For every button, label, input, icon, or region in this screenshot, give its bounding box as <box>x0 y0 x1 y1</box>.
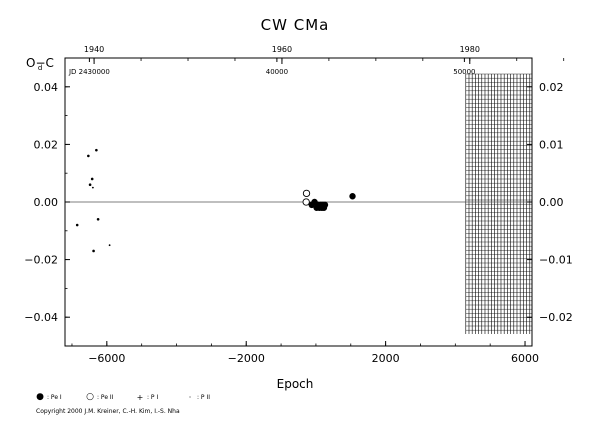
point-p1 <box>88 183 92 187</box>
future-hatched-region <box>465 73 532 334</box>
point-p2 <box>108 244 111 247</box>
x-axis-label: Epoch <box>276 377 314 391</box>
y-tick-label: 0.02 <box>34 138 59 151</box>
x-tick-label: 2000 <box>372 352 400 365</box>
filled-circle-icon: ● <box>36 392 44 402</box>
legend-item-pe1: ●: Pe I <box>36 392 62 402</box>
data-points <box>75 148 356 253</box>
legend-item-p2: ·: P II <box>185 392 235 402</box>
point-pe1 <box>349 193 356 200</box>
axis-ticks <box>65 57 565 347</box>
top-jd-label: 40000 <box>266 68 288 76</box>
point-pe2 <box>302 198 310 206</box>
point-pe2 <box>302 189 311 198</box>
point-p1 <box>95 148 98 152</box>
point-p1 <box>92 249 95 253</box>
point-p1 <box>87 154 90 158</box>
top-year-label: 1960 <box>272 45 292 54</box>
right-tick-label: −0.02 <box>539 311 573 324</box>
dot-icon: · <box>188 392 192 402</box>
point-pe1 <box>321 201 329 209</box>
x-tick-label: 6000 <box>511 352 539 365</box>
point-p1 <box>75 223 79 227</box>
top-jd-label: 50000 <box>453 68 475 76</box>
x-tick-label: −2000 <box>228 352 265 365</box>
open-circle-icon: ○ <box>86 392 94 402</box>
right-tick-label: 0.01 <box>539 138 564 151</box>
y-tick-label: 0.00 <box>34 196 59 209</box>
right-tick-label: −0.01 <box>539 254 573 267</box>
copyright-notice: Copyright 2000 J.M. Kreiner, C.-H. Kim, … <box>36 408 180 415</box>
point-p2 <box>91 186 94 189</box>
legend-item-pe2: ○: Pe II <box>86 392 114 402</box>
top-year-label: 1980 <box>460 45 480 54</box>
y-tick-label: −0.04 <box>24 311 58 324</box>
point-p1 <box>90 177 94 181</box>
right-tick-label: 0.02 <box>539 81 564 94</box>
axis-tick-labels: −6000 −2000 2000 6000 0.04 0.02 0.00 −0.02 −0.04… <box>24 45 573 365</box>
chart-title: CW CMa <box>260 16 330 34</box>
right-tick-label: 0.00 <box>539 196 564 209</box>
y-tick-label: 0.04 <box>34 81 59 94</box>
legend: ●: Pe I ○: Pe II +: P I ·: P II <box>35 392 235 402</box>
top-jd-label: JD 2430000 <box>68 68 110 76</box>
point-p1 <box>96 217 100 221</box>
top-year-label: 1940 <box>84 45 104 54</box>
legend-item-p1: +: P I <box>136 392 159 402</box>
plus-icon: + <box>136 392 144 402</box>
y-tick-label: −0.02 <box>24 254 58 267</box>
x-tick-label: −6000 <box>88 352 125 365</box>
y-axis-label: O−Cd <box>26 56 54 72</box>
